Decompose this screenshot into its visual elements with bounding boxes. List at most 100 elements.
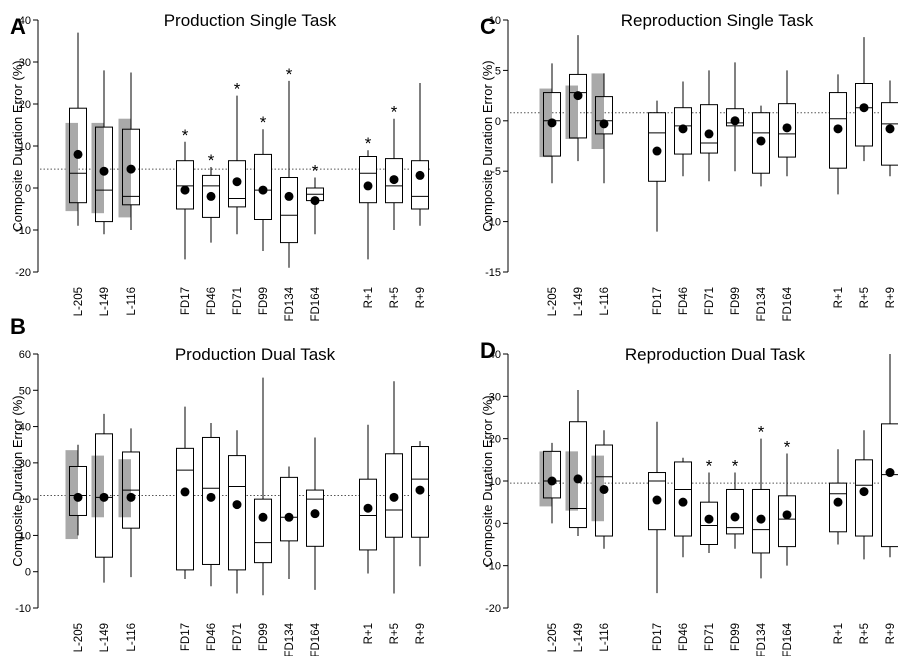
box-L-116: L-116 xyxy=(118,72,140,316)
iqr-box xyxy=(543,92,561,157)
iqr-box xyxy=(254,498,272,564)
box-R+5: R+5 xyxy=(855,430,873,644)
mean-dot xyxy=(885,124,895,134)
mean-dot xyxy=(885,468,895,478)
box-FD71: FD71 xyxy=(228,430,246,651)
category-label: FD46 xyxy=(678,287,690,315)
box-R+1: * R+1 xyxy=(359,134,377,308)
control-range-shade xyxy=(591,73,604,150)
box-R+5: R+5 xyxy=(855,37,873,308)
y-tick-label: 10 xyxy=(489,476,501,488)
iqr-box xyxy=(280,476,298,542)
y-axis-label: Composite Duration Error (%) xyxy=(480,60,495,231)
y-tick-label: -10 xyxy=(15,603,31,615)
mean-dot xyxy=(573,474,583,484)
y-tick-label: -15 xyxy=(485,267,501,279)
mean-dot xyxy=(126,492,136,502)
y-tick-label: 0 xyxy=(25,183,31,195)
box-R+5: * R+5 xyxy=(385,103,403,308)
category-label: FD134 xyxy=(284,286,296,321)
box-R+9: R+9 xyxy=(411,441,429,644)
y-tick-label: 20 xyxy=(19,494,31,506)
control-range-shade xyxy=(591,455,604,522)
box-FD99: * FD99 xyxy=(254,113,272,315)
y-tick-label: 30 xyxy=(19,57,31,69)
mean-dot xyxy=(258,185,268,195)
category-label: R+9 xyxy=(415,623,427,644)
control-range-shade xyxy=(565,451,578,511)
mean-dot xyxy=(232,177,242,187)
y-tick-label: 0 xyxy=(495,116,501,128)
box-FD46: FD46 xyxy=(674,457,692,651)
mean-dot xyxy=(704,129,714,139)
iqr-box xyxy=(176,160,194,210)
iqr-box xyxy=(122,128,140,206)
iqr-box xyxy=(359,478,377,551)
box-FD99: FD99 xyxy=(254,377,272,651)
mean-dot xyxy=(730,116,740,126)
control-range-shade xyxy=(539,88,552,158)
iqr-box xyxy=(700,104,718,154)
category-label: R+1 xyxy=(363,287,375,308)
mean-dot xyxy=(284,512,294,522)
iqr-box xyxy=(306,489,324,547)
mean-dot xyxy=(310,196,320,206)
box-L-116: L-116 xyxy=(591,430,613,652)
box-L-149: L-149 xyxy=(91,413,113,652)
category-label: FD71 xyxy=(704,287,716,315)
y-axis-label: Composite Duration Error (%) xyxy=(10,60,25,231)
mean-dot xyxy=(310,509,320,519)
box-FD99: FD99 xyxy=(726,62,744,315)
box-R+1: R+1 xyxy=(829,74,847,308)
mean-dot xyxy=(258,512,268,522)
mean-dot xyxy=(547,118,557,128)
category-label: L-116 xyxy=(599,623,611,652)
category-label: FD99 xyxy=(730,287,742,315)
box-FD46: FD46 xyxy=(674,81,692,315)
control-range-shade xyxy=(118,118,131,218)
control-range-shade xyxy=(565,85,578,139)
mean-dot xyxy=(99,492,109,502)
mean-dot xyxy=(782,123,792,133)
y-tick-label: 40 xyxy=(19,422,31,434)
y-tick-label: 20 xyxy=(19,99,31,111)
significance-star: * xyxy=(706,457,713,476)
box-FD17: FD17 xyxy=(648,421,666,651)
category-label: L-205 xyxy=(547,287,559,316)
panel-title: Production Dual Task xyxy=(175,345,336,364)
box-FD164: * FD164 xyxy=(778,437,796,656)
category-label: R+5 xyxy=(859,623,871,644)
iqr-box xyxy=(569,421,587,529)
mean-dot xyxy=(180,185,190,195)
panel-letter: C xyxy=(480,14,496,39)
box-R+9: R+9 xyxy=(881,80,898,308)
mean-dot xyxy=(756,514,766,524)
panel-title: Reproduction Single Task xyxy=(621,11,814,30)
category-label: L-149 xyxy=(99,287,111,316)
control-range-shade xyxy=(91,122,104,214)
iqr-box xyxy=(595,96,613,135)
y-tick-label: 40 xyxy=(19,15,31,27)
iqr-box xyxy=(855,83,873,147)
iqr-box xyxy=(95,126,113,223)
category-label: FD17 xyxy=(652,623,664,651)
mean-dot xyxy=(389,175,399,185)
mean-dot xyxy=(833,497,843,507)
category-label: FD46 xyxy=(206,623,218,651)
box-L-205: L-205 xyxy=(65,32,87,316)
box-FD164: * FD164 xyxy=(306,162,324,322)
category-label: FD134 xyxy=(756,622,768,656)
mean-dot xyxy=(756,136,766,146)
iqr-box xyxy=(69,107,87,204)
box-FD99: * FD99 xyxy=(726,457,744,651)
iqr-box xyxy=(881,423,898,548)
significance-star: * xyxy=(286,65,293,84)
box-FD17: FD17 xyxy=(648,100,666,315)
y-tick-label: 10 xyxy=(19,141,31,153)
mean-dot xyxy=(652,495,662,505)
box-L-205: L-205 xyxy=(65,444,87,652)
box-L-149: L-149 xyxy=(565,35,587,316)
category-label: FD71 xyxy=(232,623,244,651)
y-tick-label: 20 xyxy=(489,434,501,446)
mean-dot xyxy=(859,487,869,497)
